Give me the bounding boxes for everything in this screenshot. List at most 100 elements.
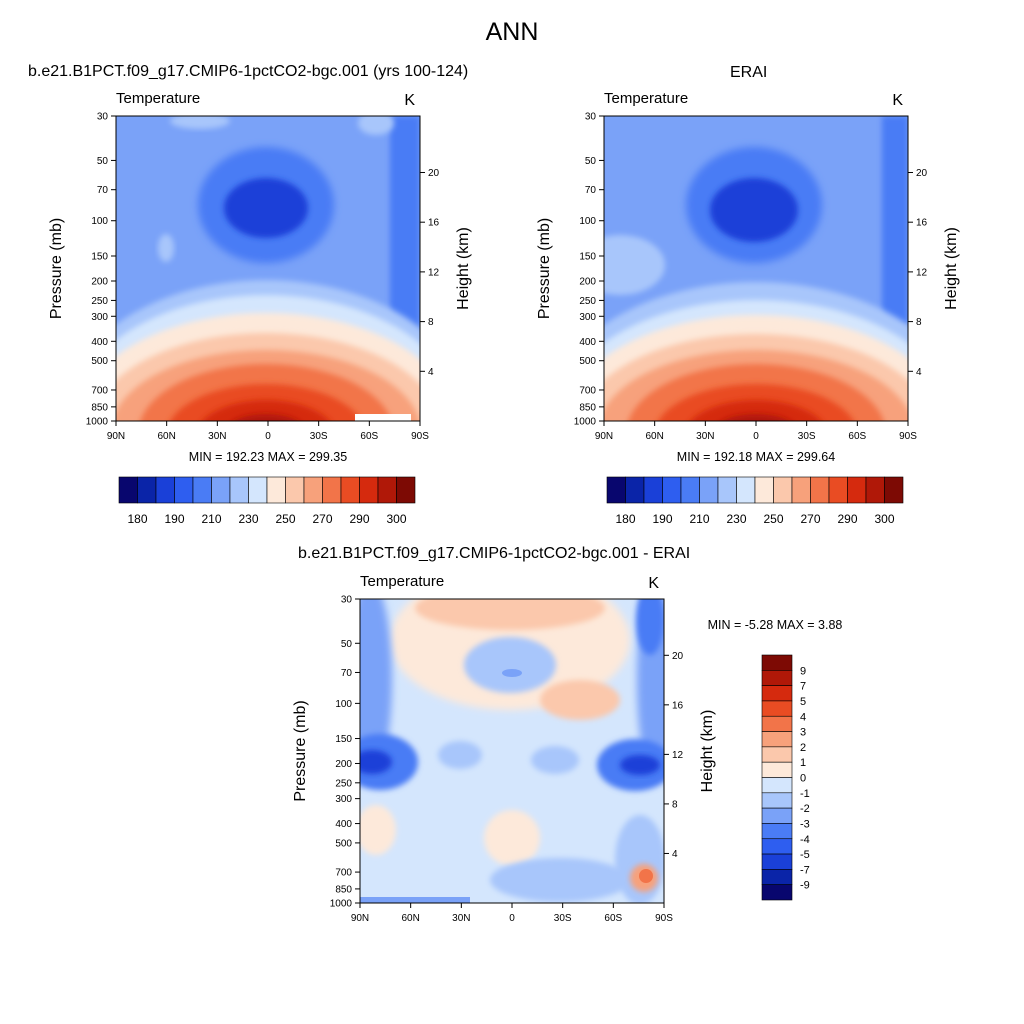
y-tick-label: 70: [97, 185, 109, 196]
colorbar-swatch: [865, 476, 885, 504]
x-tick-label: 90N: [595, 431, 613, 442]
colorbar-swatch: [761, 777, 793, 794]
x-tick-label: 60N: [401, 913, 419, 924]
panel2-contour-field: [604, 116, 908, 421]
height-tick-label: 12: [428, 267, 440, 278]
x-tick-label: 30S: [798, 431, 816, 442]
colorbar-swatch: [229, 476, 249, 504]
colorbar-label: 180: [615, 512, 635, 526]
min-max-stats: MIN = 192.18 MAX = 299.64: [677, 450, 835, 464]
height-tick-label: 12: [672, 750, 684, 761]
colorbar-label: -7: [800, 864, 810, 876]
colorbar-swatch: [303, 476, 323, 504]
y-tick-label: 70: [341, 668, 353, 679]
colorbar-swatch: [761, 746, 793, 763]
height-tick-label: 20: [672, 651, 684, 662]
x-tick-label: 90N: [351, 913, 369, 924]
colorbar-swatch: [791, 476, 811, 504]
colorbar-swatch: [643, 476, 663, 504]
y-axis-label: Pressure (mb): [292, 700, 309, 801]
colorbar-swatch: [736, 476, 756, 504]
colorbar-label: 230: [726, 512, 746, 526]
colorbar-swatch: [717, 476, 737, 504]
y-tick-label: 700: [579, 385, 596, 396]
panel1-title: b.e21.B1PCT.f09_g17.CMIP6-1pctCO2-bgc.00…: [28, 63, 469, 80]
colorbar-panel3: 9 7 5 4 3 2 1 0 -1 -2 -3 -4 -5 -7 -9: [761, 654, 810, 901]
colorbar-swatch: [761, 700, 793, 717]
colorbar-label: -5: [800, 849, 810, 861]
panel1-contour-field: [116, 116, 420, 421]
y-axis-label: Pressure (mb): [536, 218, 553, 319]
x-tick-label: 30S: [310, 431, 328, 442]
variable-label: Temperature: [604, 90, 688, 107]
y-tick-label: 850: [91, 402, 108, 413]
height-tick-label: 8: [916, 317, 922, 328]
height-tick-label: 20: [916, 168, 928, 179]
colorbar-swatch: [761, 792, 793, 809]
colorbar-label: 210: [689, 512, 709, 526]
y-tick-label: 700: [91, 385, 108, 396]
panel1-axes: 305070100150200250300400500700850100090N…: [48, 90, 472, 464]
height-tick-label: 4: [916, 367, 922, 378]
colorbar-label: -9: [800, 880, 810, 892]
colorbar-label: 3: [800, 727, 806, 739]
y-axis-label: Pressure (mb): [48, 218, 65, 319]
y-tick-label: 300: [91, 312, 108, 323]
y-tick-label: 30: [585, 112, 597, 123]
y-tick-label: 850: [335, 884, 352, 895]
colorbar-swatch: [137, 476, 157, 504]
colorbar-label: 180: [127, 512, 147, 526]
units-label: K: [892, 92, 903, 109]
colorbar-label: 210: [201, 512, 221, 526]
colorbar-label: -1: [800, 788, 810, 800]
colorbar-swatch: [322, 476, 342, 504]
y-tick-label: 100: [91, 216, 108, 227]
colorbar-label: 290: [349, 512, 369, 526]
height-tick-label: 12: [916, 267, 928, 278]
y-tick-label: 70: [585, 185, 597, 196]
colorbar-swatch: [155, 476, 175, 504]
colorbar-panel1: 180 190 210 230 250 270 290 300: [118, 476, 416, 526]
colorbar-swatch: [266, 476, 286, 504]
colorbar-swatch: [761, 685, 793, 702]
colorbar-swatch: [773, 476, 793, 504]
y-tick-label: 50: [341, 639, 353, 650]
y-tick-label: 50: [97, 156, 109, 167]
height-axis-label: Height (km): [455, 227, 472, 310]
y-tick-label: 50: [585, 156, 597, 167]
y-tick-label: 500: [91, 356, 108, 367]
colorbar-label: 190: [164, 512, 184, 526]
colorbar-label: 4: [800, 711, 806, 723]
colorbar-label: 300: [874, 512, 894, 526]
colorbar-swatch: [192, 476, 212, 504]
height-tick-label: 16: [672, 700, 684, 711]
colorbar-label: 190: [652, 512, 672, 526]
height-tick-label: 20: [428, 168, 440, 179]
x-tick-label: 60N: [645, 431, 663, 442]
x-tick-label: 60S: [604, 913, 622, 924]
colorbar-swatch: [847, 476, 867, 504]
colorbar-swatch: [761, 869, 793, 885]
y-tick-label: 500: [335, 838, 352, 849]
colorbar-label: -2: [800, 803, 810, 815]
colorbar-label: 300: [386, 512, 406, 526]
colorbar-swatch: [396, 476, 416, 504]
colorbar-label: 5: [800, 696, 806, 708]
colorbar-swatch: [761, 761, 793, 778]
min-max-stats: MIN = -5.28 MAX = 3.88: [708, 618, 843, 632]
x-tick-label: 60S: [360, 431, 378, 442]
colorbar-label: 290: [837, 512, 857, 526]
colorbar-swatch: [884, 476, 904, 504]
colorbar-swatch: [118, 476, 138, 504]
height-axis-label: Height (km): [699, 710, 716, 793]
x-tick-label: 90S: [411, 431, 429, 442]
x-tick-label: 90N: [107, 431, 125, 442]
height-tick-label: 16: [916, 218, 928, 229]
y-tick-label: 850: [579, 402, 596, 413]
colorbar-swatch: [359, 476, 379, 504]
colorbar-label: 270: [312, 512, 332, 526]
y-tick-label: 150: [91, 251, 108, 262]
colorbar-label: -4: [800, 834, 810, 846]
colorbar-swatch: [761, 654, 793, 671]
